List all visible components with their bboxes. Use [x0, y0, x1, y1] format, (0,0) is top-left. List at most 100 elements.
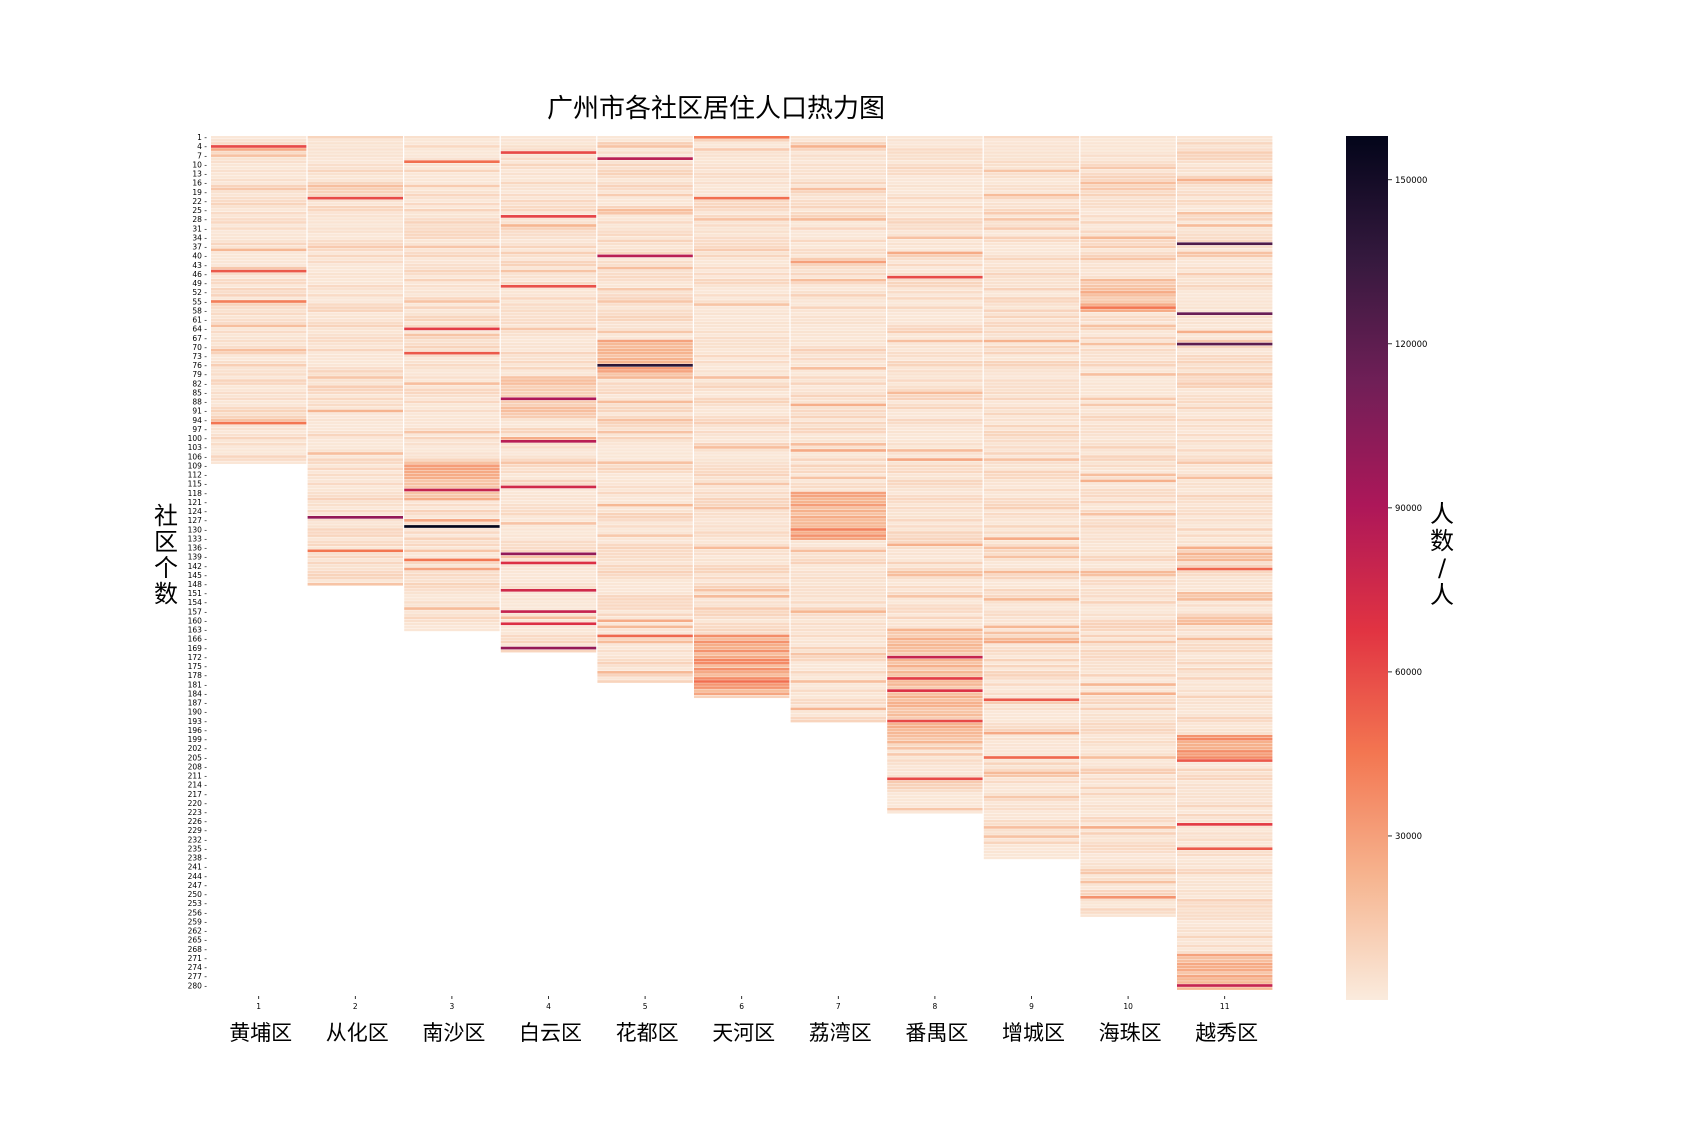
heatmap-cell	[211, 400, 307, 404]
row-tick-label: 145 -	[188, 571, 208, 580]
heatmap-cell	[983, 397, 1080, 401]
heatmap-cell	[790, 181, 886, 185]
heatmap-cell	[597, 178, 693, 182]
heatmap-cell	[307, 461, 403, 464]
heatmap-cell	[887, 661, 983, 665]
heatmap-cell	[887, 418, 983, 422]
heatmap-cell	[694, 516, 790, 519]
heatmap-cell	[211, 379, 307, 382]
heatmap-cell	[211, 421, 307, 425]
heatmap-cell	[404, 339, 500, 343]
heatmap-cell	[307, 284, 403, 288]
heatmap-cell	[983, 400, 1080, 404]
row-tick-label: 169 -	[188, 644, 208, 653]
heatmap-cell	[694, 151, 790, 154]
heatmap-cell	[694, 221, 790, 224]
heatmap-cell	[597, 409, 693, 413]
heatmap-cell	[983, 160, 1080, 164]
heatmap-cell	[983, 601, 1080, 604]
heatmap-cell	[1080, 373, 1176, 376]
heatmap-cell	[404, 236, 500, 240]
heatmap-cell	[983, 212, 1080, 215]
heatmap-cell	[404, 175, 500, 179]
heatmap-cell	[887, 789, 983, 793]
heatmap-cell	[1177, 810, 1273, 814]
heatmap-cell	[500, 531, 597, 534]
heatmap-cell	[1080, 379, 1176, 382]
heatmap-cell	[1080, 497, 1176, 501]
heatmap-cell	[1177, 546, 1273, 550]
heatmap-cell	[500, 625, 597, 629]
heatmap-cell	[211, 430, 307, 434]
heatmap-cell	[790, 674, 886, 677]
heatmap-cell	[983, 804, 1080, 808]
row-tick-label: 34 -	[192, 233, 207, 242]
heatmap-cell	[1177, 835, 1273, 838]
heatmap-cell	[597, 364, 693, 367]
heatmap-cell	[1080, 221, 1176, 224]
heatmap-cell	[597, 488, 693, 492]
row-tick-labels: 1 -4 -7 -10 -13 -16 -19 -22 -25 -28 -31 …	[188, 133, 208, 990]
heatmap-cell	[1177, 853, 1273, 857]
heatmap-cell	[1080, 607, 1176, 610]
heatmap-cell	[983, 455, 1080, 458]
heatmap-cell	[887, 786, 983, 790]
heatmap-cell	[1177, 193, 1273, 197]
heatmap-cell	[887, 573, 983, 577]
heatmap-cell	[597, 640, 693, 644]
heatmap-cell	[500, 582, 597, 586]
heatmap-cell	[307, 272, 403, 276]
heatmap-cell	[307, 306, 403, 309]
heatmap-cell	[694, 631, 790, 635]
heatmap-cell	[500, 163, 597, 167]
heatmap-cell	[983, 306, 1080, 309]
heatmap-cell	[1177, 573, 1273, 577]
heatmap-cell	[1177, 616, 1273, 620]
heatmap-cell	[1177, 865, 1273, 869]
heatmap-cell	[597, 230, 693, 233]
heatmap-cell	[597, 269, 693, 273]
heatmap-cell	[307, 503, 403, 507]
heatmap-cell	[983, 430, 1080, 434]
heatmap-cell	[790, 218, 886, 221]
heatmap-cell	[790, 576, 886, 580]
heatmap-cell	[404, 160, 500, 164]
heatmap-cell	[404, 400, 500, 404]
heatmap-cell	[983, 373, 1080, 376]
heatmap-cell	[694, 677, 790, 680]
heatmap-cell	[211, 224, 307, 227]
heatmap-cell	[211, 291, 307, 294]
heatmap-cell	[1177, 868, 1273, 872]
heatmap-cell	[1080, 196, 1176, 200]
heatmap-cell	[597, 561, 693, 565]
heatmap-cell	[1177, 242, 1273, 246]
heatmap-cell	[211, 385, 307, 388]
heatmap-cell	[983, 142, 1080, 145]
row-tick-label: 208 -	[188, 762, 208, 771]
heatmap-cell	[1080, 184, 1176, 188]
heatmap-cell	[500, 284, 597, 288]
heatmap-cell	[983, 239, 1080, 243]
heatmap-cell	[887, 160, 983, 164]
y-axis-label-text: 社区个数	[154, 502, 178, 608]
heatmap-cell	[1080, 868, 1176, 872]
heatmap-cell	[1177, 932, 1273, 936]
heatmap-cell	[307, 288, 403, 291]
heatmap-cell	[983, 604, 1080, 607]
heatmap-cell	[1177, 926, 1273, 930]
heatmap-cell	[983, 576, 1080, 580]
heatmap-cell	[1177, 348, 1273, 352]
heatmap-cell	[404, 525, 500, 528]
heatmap-cell	[983, 321, 1080, 325]
heatmap-cell	[1177, 227, 1273, 230]
heatmap-cell	[983, 607, 1080, 610]
heatmap-cell	[790, 637, 886, 641]
heatmap-cell	[790, 698, 886, 702]
row-tick-label: 148 -	[188, 580, 208, 589]
heatmap-cell	[307, 224, 403, 227]
heatmap-cell	[887, 400, 983, 404]
heatmap-cell	[404, 190, 500, 194]
heatmap-cell	[597, 604, 693, 607]
heatmap-cell	[694, 260, 790, 264]
heatmap-cell	[307, 397, 403, 401]
